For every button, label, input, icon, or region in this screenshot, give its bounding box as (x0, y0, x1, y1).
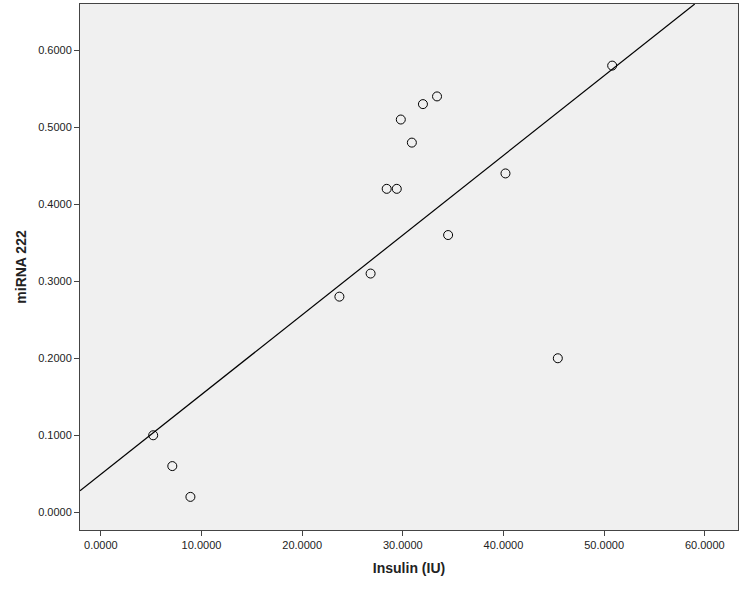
svg-text:0.6000: 0.6000 (38, 44, 72, 56)
svg-text:0.0000: 0.0000 (38, 506, 72, 518)
svg-text:0.4000: 0.4000 (38, 198, 72, 210)
svg-text:miRNA 222: miRNA 222 (13, 230, 29, 304)
svg-text:20.0000: 20.0000 (282, 539, 322, 551)
svg-text:60.0000: 60.0000 (685, 539, 725, 551)
svg-text:0.5000: 0.5000 (38, 121, 72, 133)
svg-text:0.1000: 0.1000 (38, 429, 72, 441)
svg-text:0.2000: 0.2000 (38, 352, 72, 364)
svg-text:Insulin (IU): Insulin (IU) (373, 560, 445, 576)
svg-text:0.0000: 0.0000 (84, 539, 118, 551)
svg-text:50.0000: 50.0000 (584, 539, 624, 551)
svg-text:10.0000: 10.0000 (182, 539, 222, 551)
svg-text:40.0000: 40.0000 (484, 539, 524, 551)
svg-text:30.0000: 30.0000 (383, 539, 423, 551)
svg-text:0.3000: 0.3000 (38, 275, 72, 287)
